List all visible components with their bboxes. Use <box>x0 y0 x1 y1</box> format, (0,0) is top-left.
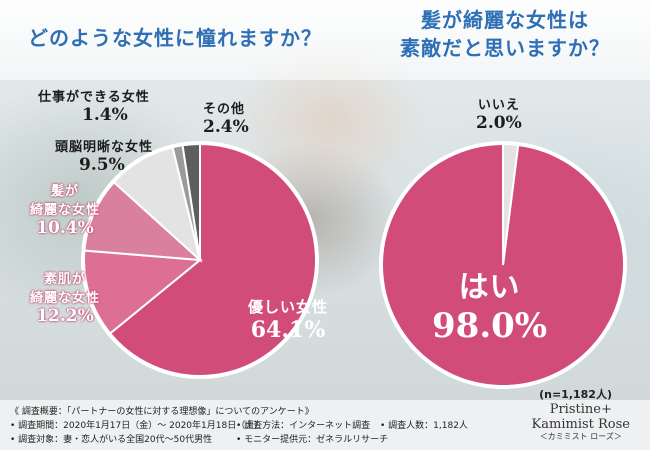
left-chart-title: どのような女性に憧れますか？ <box>28 26 322 50</box>
right-pie-chart <box>379 141 627 389</box>
brand-line3: ＜カミミスト ローズ＞ <box>539 432 622 441</box>
footer-title: 《 調査概要：「パートナーの女性に対する理想像」についてのアンケート》 <box>10 407 314 417</box>
label-work-name: 仕事ができる女性 <box>38 90 150 105</box>
label-hair-name-2: 綺麗な女性 <box>30 203 101 218</box>
pie-slice-0 <box>108 142 317 377</box>
right-title-line1: 髪が綺麗な女性は <box>421 8 589 32</box>
label-no-value: 2.0% <box>476 113 522 133</box>
footer-provider: • モニター提供元：ゼネラルリサーチ <box>236 435 389 445</box>
label-hair: 髪が 綺麗な女性 10.4% <box>30 180 100 238</box>
label-other-value: 2.4% <box>203 117 249 137</box>
label-kind: 優しい女性 64.1% <box>248 296 328 343</box>
brand-line1: Pristine+ <box>549 402 612 417</box>
footer-period: • 調査期間：2020年1月17日（金）～ 2020年1月18日（土） <box>10 421 264 431</box>
label-kind-value: 64.1% <box>250 317 326 343</box>
pie-slice-2 <box>83 180 203 262</box>
brand-logo: Pristine+ Kamimist Rose ＜カミミスト ローズ＞ <box>532 402 630 442</box>
label-hair-name-1: 髪が <box>51 184 80 199</box>
right-chart-title: 髪が綺麗な女性は 素敵だと思いますか？ <box>360 6 650 62</box>
pie-slice-1 <box>502 142 520 266</box>
label-yes-value: 98.0% <box>432 306 548 346</box>
label-yes-name: はい <box>458 270 521 305</box>
left-pie-chart <box>81 141 319 379</box>
label-skin-value: 12.2% <box>36 306 94 326</box>
label-kind-name: 優しい女性 <box>248 298 329 316</box>
label-smart-name: 頭脳明晰な女性 <box>55 140 154 155</box>
label-yes: はい 98.0% <box>432 262 547 346</box>
right-title-line2: 素敵だと思いますか？ <box>400 36 610 60</box>
label-hair-value: 10.4% <box>36 218 94 238</box>
pie-slice-1 <box>83 249 203 335</box>
label-smart-value: 9.5% <box>79 155 125 175</box>
label-skin: 素肌が 綺麗な女性 12.2% <box>30 268 100 326</box>
survey-footer: 《 調査概要：「パートナーの女性に対する理想像」についてのアンケート》 • 調査… <box>0 400 650 450</box>
header-band <box>0 0 650 80</box>
footer-count: • 調査人数：1,182人 <box>380 421 468 431</box>
label-other: その他 2.4% <box>203 98 249 137</box>
label-no-name: いいえ <box>477 98 520 113</box>
footer-method: • 調査方法：インターネット調査 <box>236 421 371 431</box>
label-smart: 頭脳明晰な女性 9.5% <box>55 136 153 175</box>
label-skin-name-1: 素肌が <box>44 272 87 287</box>
label-no: いいえ 2.0% <box>476 94 522 133</box>
sample-size-note: (n=1,182人) <box>539 388 612 401</box>
label-skin-name-2: 綺麗な女性 <box>30 291 101 306</box>
brand-line2: Kamimist Rose <box>531 417 630 432</box>
label-other-name: その他 <box>203 102 246 117</box>
footer-target: • 調査対象：妻・恋人がいる全国20代～50代男性 <box>10 435 213 445</box>
label-work-value: 1.4% <box>82 105 128 125</box>
pie-slice-5 <box>181 142 201 261</box>
label-work: 仕事ができる女性 1.4% <box>38 86 150 125</box>
